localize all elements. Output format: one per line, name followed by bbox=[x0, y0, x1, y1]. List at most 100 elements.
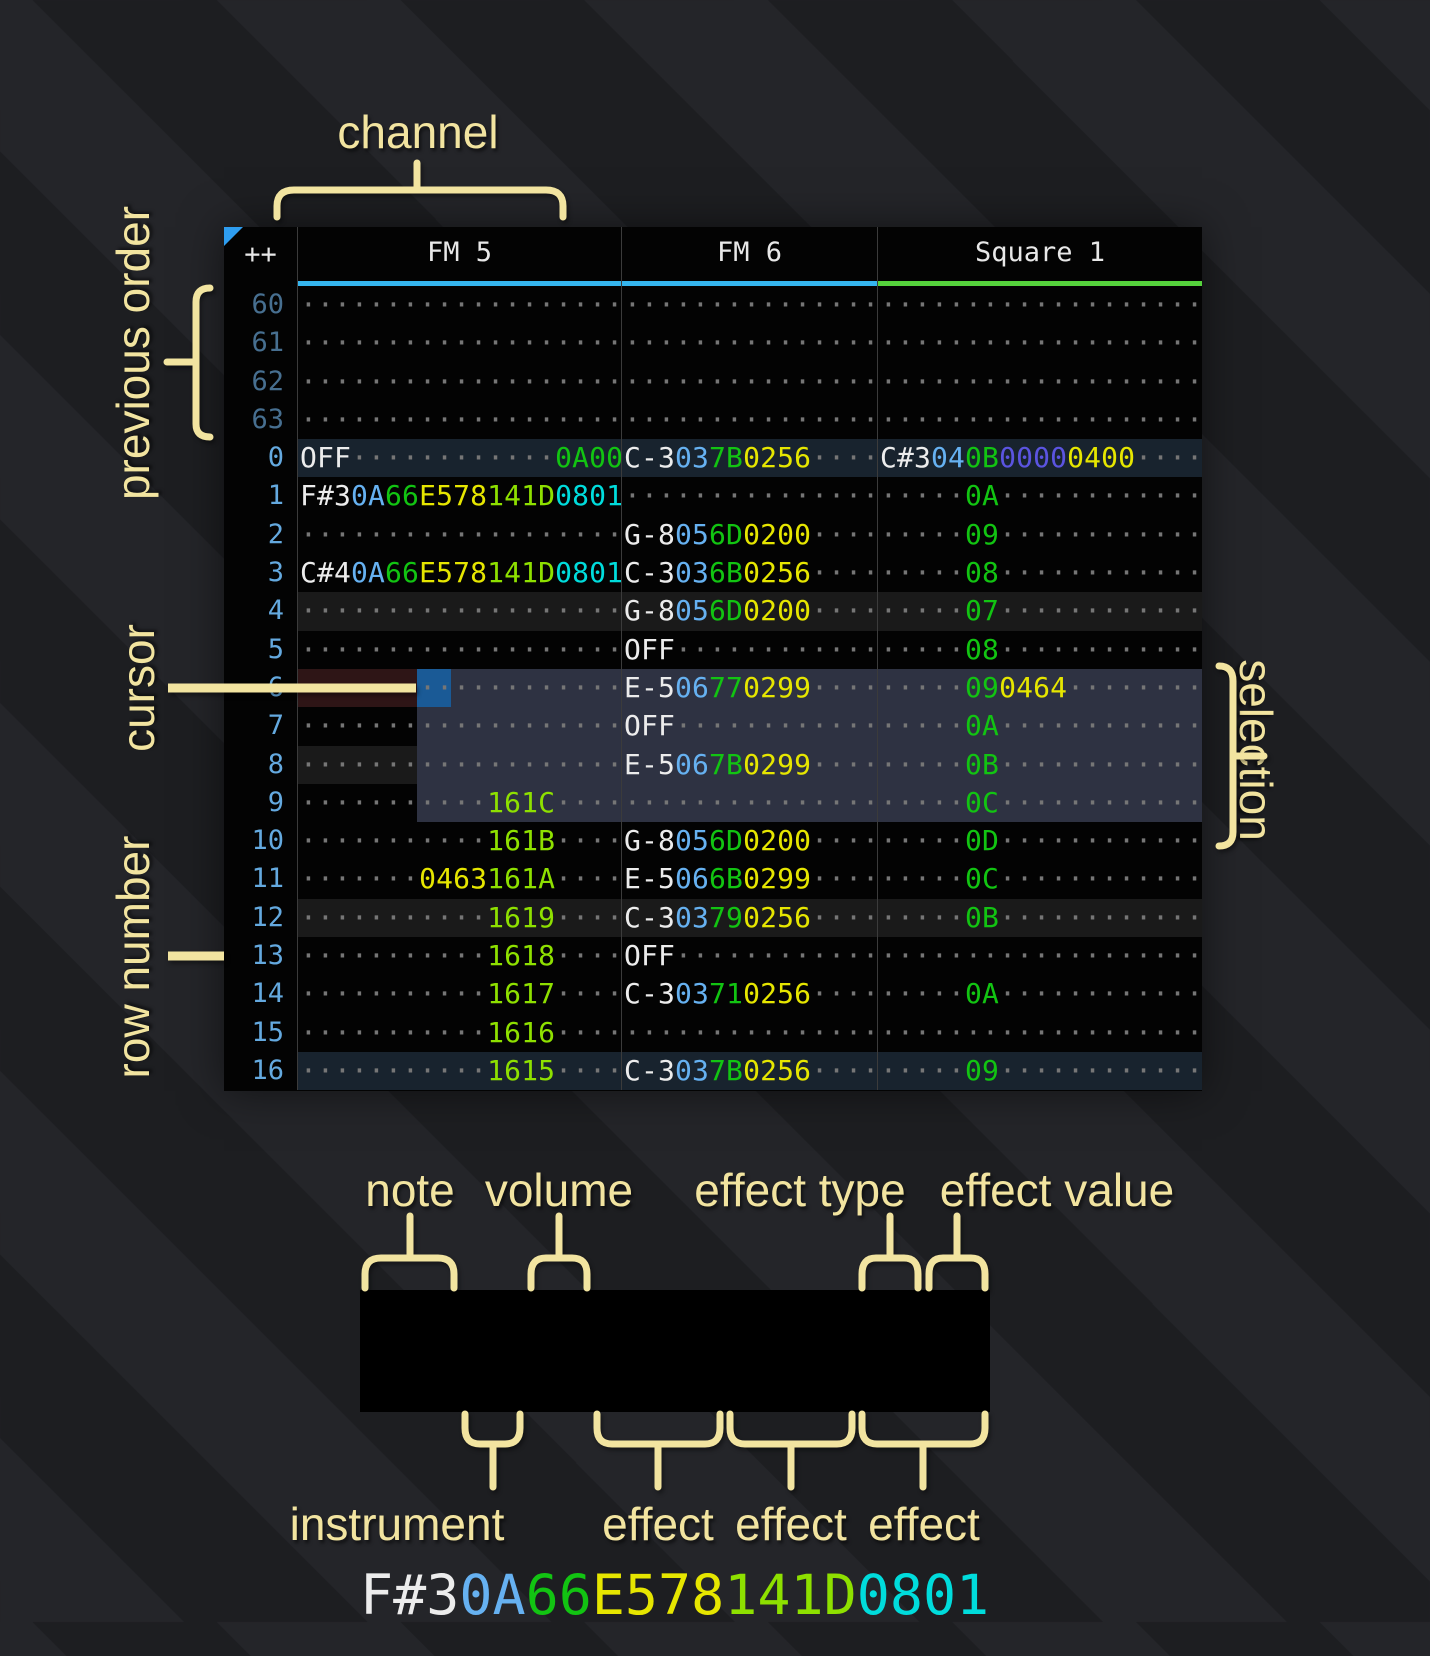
pattern-cell-fm5[interactable]: ··················· bbox=[297, 286, 621, 325]
pattern-cell-fm5[interactable]: ···········1617···· bbox=[297, 975, 621, 1014]
pattern-row[interactable]: 4 ··················· G-8056D0200···· ·····… bbox=[224, 592, 1202, 631]
channel-header[interactable]: FM 5 bbox=[297, 227, 621, 286]
pattern-cell-fm5[interactable]: ··················· bbox=[297, 400, 621, 440]
pattern-cell-sq1[interactable]: ··················· bbox=[877, 937, 1202, 976]
selection-overlay[interactable] bbox=[451, 669, 1202, 708]
pattern-cell-fm5[interactable]: ···········1615···· bbox=[297, 1051, 621, 1091]
pattern-row[interactable]: 12 ···········1619···· C-303790256···· ····… bbox=[224, 898, 1202, 938]
pattern-cell-fm6[interactable]: ··············· bbox=[621, 477, 877, 516]
pattern-row[interactable]: 11 ·······0463161A···· E-5066B0299···· ····… bbox=[224, 860, 1202, 899]
pattern-cell-fm5[interactable]: ···········161C···· bbox=[297, 783, 621, 823]
pattern-cell-sq1[interactable]: ·····0A············ bbox=[877, 975, 1202, 1014]
pattern-cell-fm5[interactable]: ···········1619···· bbox=[297, 898, 621, 938]
pattern-cell-sq1[interactable]: C#3040B00000400···· bbox=[877, 439, 1202, 478]
pattern-row[interactable]: 3 C#40A66E578141D0801 C-3036B0256···· ·····… bbox=[224, 554, 1202, 593]
pattern-cell-sq1[interactable]: ·····0B············ bbox=[877, 745, 1202, 784]
pattern-row[interactable]: 14 ···········1617···· C-303710256···· ····… bbox=[224, 975, 1202, 1014]
channel-header[interactable]: Square 1 bbox=[877, 227, 1202, 286]
pattern-cell-sq1[interactable]: ·····0C············ bbox=[877, 783, 1202, 823]
pattern-cell-sq1[interactable]: ··················· bbox=[877, 1013, 1202, 1052]
pattern-cell-fm5[interactable]: ··················· bbox=[297, 592, 621, 631]
pattern-row[interactable]: 10 ···········161B···· G-8056D0200···· ····… bbox=[224, 822, 1202, 861]
pattern-row[interactable]: 13 ···········1618···· OFF············ ····… bbox=[224, 937, 1202, 976]
pattern-row[interactable]: 5 ··················· OFF············ ·····… bbox=[224, 630, 1202, 669]
pattern-cell-fm5[interactable]: ·······0463161A···· bbox=[297, 860, 621, 899]
pattern-cell-fm6[interactable]: ··············· bbox=[621, 362, 877, 401]
pattern-cell-fm6[interactable]: E-5066B0299···· bbox=[621, 860, 877, 899]
channel-header[interactable]: FM 6 bbox=[621, 227, 877, 286]
pattern-cell-fm6[interactable]: G-8056D0200···· bbox=[621, 592, 877, 631]
pattern-cell-sq1[interactable]: ·····0D············ bbox=[877, 822, 1202, 861]
pattern-row[interactable]: 1 F#30A66E578141D0801 ··············· ·····… bbox=[224, 477, 1202, 516]
pattern-cell-fm6[interactable]: OFF············ bbox=[621, 707, 877, 746]
pattern-row[interactable]: 2 ··················· G-8056D0200···· ·····… bbox=[224, 515, 1202, 555]
pattern-cell-fm6[interactable]: E-506770299···· bbox=[621, 668, 877, 708]
pattern-cell-sq1[interactable]: ··················· bbox=[877, 324, 1202, 363]
pattern-cell-sq1[interactable]: ··················· bbox=[877, 362, 1202, 401]
pattern-cell-fm5[interactable]: ···········1618···· bbox=[297, 937, 621, 976]
pattern-row[interactable]: 8 ··················· E-5067B0299···· ·····… bbox=[224, 745, 1202, 784]
pattern-row[interactable]: 15 ···········1616···· ··············· ····… bbox=[224, 1013, 1202, 1052]
pattern-cell-sq1[interactable]: ·····07············ bbox=[877, 592, 1202, 631]
pattern-row[interactable]: 63 ··················· ··············· ····… bbox=[224, 400, 1202, 440]
pattern-field: G-8 bbox=[624, 824, 676, 858]
pattern-cell-sq1[interactable]: ·····08············ bbox=[877, 630, 1202, 669]
pattern-field-empty: ···· bbox=[419, 824, 488, 858]
pattern-cell-fm6[interactable]: C-3037B0256···· bbox=[621, 1051, 877, 1091]
pattern-field-empty: ·· bbox=[709, 709, 744, 743]
pattern-cell-fm6[interactable]: ··············· bbox=[621, 400, 877, 440]
pattern-cell-fm5[interactable]: ··················· bbox=[297, 515, 621, 555]
pattern-row[interactable]: 0 OFF············0A00 C-3037B0256···· C#304… bbox=[224, 439, 1202, 478]
pattern-cell-sq1[interactable]: ·····08············ bbox=[877, 554, 1202, 593]
pattern-cell-sq1[interactable]: ·····09············ bbox=[877, 515, 1202, 555]
pattern-cell-fm6[interactable]: ··············· bbox=[621, 1013, 877, 1052]
pattern-cell-sq1[interactable]: ··················· bbox=[877, 286, 1202, 325]
pattern-cell-fm5[interactable]: ··················· bbox=[297, 324, 621, 363]
pattern-cell-fm5[interactable]: ··················· bbox=[297, 630, 621, 669]
pattern-field-empty: ···· bbox=[419, 1053, 488, 1087]
pattern-cell-sq1[interactable]: ·····090464········ bbox=[877, 668, 1202, 708]
pattern-row[interactable]: 7 ··················· OFF············ ·····… bbox=[224, 707, 1202, 746]
pattern-cell-fm6[interactable]: ··············· bbox=[621, 286, 877, 325]
pattern-cell-fm6[interactable]: ··············· bbox=[621, 783, 877, 823]
pattern-cell-fm5[interactable]: ··················· bbox=[297, 362, 621, 401]
pattern-field-empty: ·· bbox=[385, 402, 420, 436]
pattern-cell-fm5[interactable]: F#30A66E578141D0801 bbox=[297, 477, 621, 516]
pattern-cell-fm5[interactable]: ···········1616···· bbox=[297, 1013, 621, 1052]
pattern-cell-fm5[interactable]: ··················· bbox=[297, 668, 621, 708]
pattern-row[interactable]: 6 ··················· E-506770299···· ·····… bbox=[224, 668, 1202, 708]
pattern-cursor[interactable] bbox=[417, 669, 451, 708]
pattern-cell-fm6[interactable]: G-8056D0200···· bbox=[621, 515, 877, 555]
pattern-cell-fm6[interactable]: OFF············ bbox=[621, 937, 877, 976]
pattern-row[interactable]: 9 ···········161C···· ··············· ·····… bbox=[224, 783, 1202, 823]
pattern-field: 6D bbox=[709, 594, 744, 628]
pattern-cell-sq1[interactable]: ·····0C············ bbox=[877, 860, 1202, 899]
pattern-field-empty: ·· bbox=[675, 288, 710, 321]
pattern-row[interactable]: 61 ··················· ··············· ····… bbox=[224, 324, 1202, 363]
pattern-cell-sq1[interactable]: ·····0B············ bbox=[877, 898, 1202, 938]
pattern-cell-sq1[interactable]: ·····09············ bbox=[877, 1051, 1202, 1091]
pattern-cell-fm5[interactable]: ··················· bbox=[297, 745, 621, 784]
pattern-cell-fm6[interactable]: ··············· bbox=[621, 324, 877, 363]
pattern-cell-fm5[interactable]: ···········161B···· bbox=[297, 822, 621, 861]
pattern-cell-fm6[interactable]: C-3037B0256···· bbox=[621, 439, 877, 478]
selection-overlay[interactable] bbox=[417, 707, 1202, 823]
pattern-field-empty: ··· bbox=[880, 326, 932, 360]
pattern-row[interactable]: 62 ··················· ··············· ····… bbox=[224, 362, 1202, 401]
pattern-cell-fm6[interactable]: OFF············ bbox=[621, 630, 877, 669]
pattern-cell-sq1[interactable]: ·····0A············ bbox=[877, 477, 1202, 516]
pattern-cell-sq1[interactable]: ·····0A············ bbox=[877, 707, 1202, 746]
pattern-cell-fm6[interactable]: C-303710256···· bbox=[621, 975, 877, 1014]
pattern-cell-fm5[interactable]: ··················· bbox=[297, 707, 621, 746]
pattern-cell-fm6[interactable]: C-3036B0256···· bbox=[621, 554, 877, 593]
pattern-field-empty: ··· bbox=[300, 670, 352, 704]
pattern-row[interactable]: 60 ··················· ··············· ····… bbox=[224, 286, 1202, 325]
pattern-cell-fm5[interactable]: OFF············0A00 bbox=[297, 439, 621, 478]
pattern-row[interactable]: 16 ···········1615···· C-3037B0256···· ····… bbox=[224, 1051, 1202, 1091]
pattern-cell-fm6[interactable]: E-5067B0299···· bbox=[621, 745, 877, 784]
order-corner-cell[interactable]: ++ bbox=[224, 227, 297, 286]
pattern-cell-fm5[interactable]: C#40A66E578141D0801 bbox=[297, 554, 621, 593]
pattern-cell-sq1[interactable]: ··················· bbox=[877, 400, 1202, 440]
pattern-cell-fm6[interactable]: G-8056D0200···· bbox=[621, 822, 877, 861]
pattern-cell-fm6[interactable]: C-303790256···· bbox=[621, 898, 877, 938]
